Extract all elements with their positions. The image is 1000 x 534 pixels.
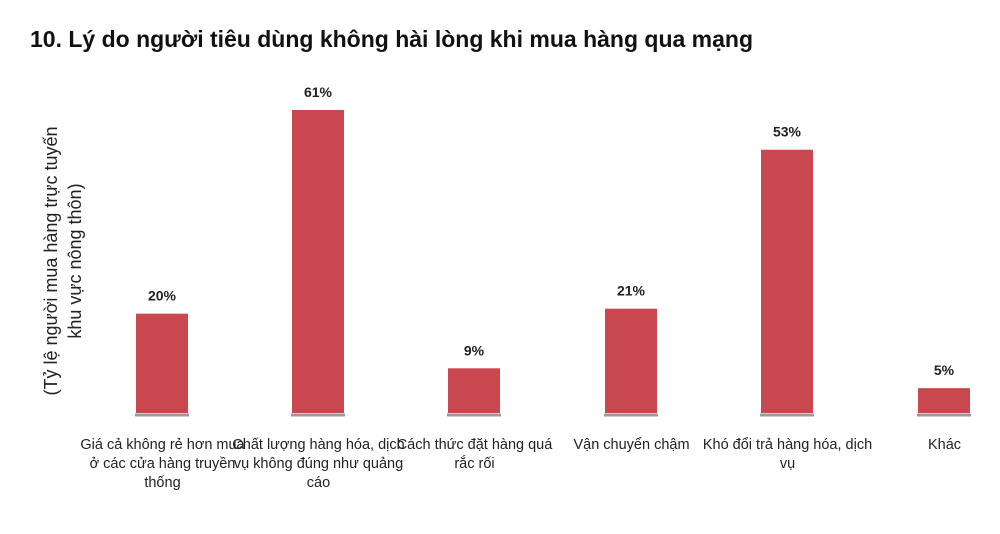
value-label-3: 9%	[464, 342, 485, 358]
category-label-1: Giá cả không rẻ hơn mua ở các cửa hàng t…	[80, 437, 245, 491]
category-label-6: Khác	[927, 437, 962, 453]
bar-2	[292, 110, 344, 413]
category-label-2: Chất lượng hàng hóa, dịch vụ không đúng …	[232, 437, 405, 491]
bar-5	[761, 149, 813, 413]
bar-6	[918, 388, 970, 413]
value-label-4: 21%	[617, 283, 646, 299]
category-label-5: Khó đổi trả hàng hóa, dịch vụ	[702, 437, 873, 472]
bar-4	[605, 308, 657, 413]
bar-3	[448, 368, 500, 413]
category-label-3: Cách thức đặt hàng quá rắc rối	[396, 437, 553, 472]
category-label-4: Vận chuyển chậm	[573, 437, 690, 453]
chart-title: 10. Lý do người tiêu dùng không hài lòng…	[30, 26, 754, 52]
value-label-5: 53%	[773, 124, 802, 140]
value-label-1: 20%	[148, 288, 177, 304]
value-label-2: 61%	[304, 84, 333, 100]
bar-1	[136, 313, 188, 413]
value-label-6: 5%	[934, 362, 955, 378]
